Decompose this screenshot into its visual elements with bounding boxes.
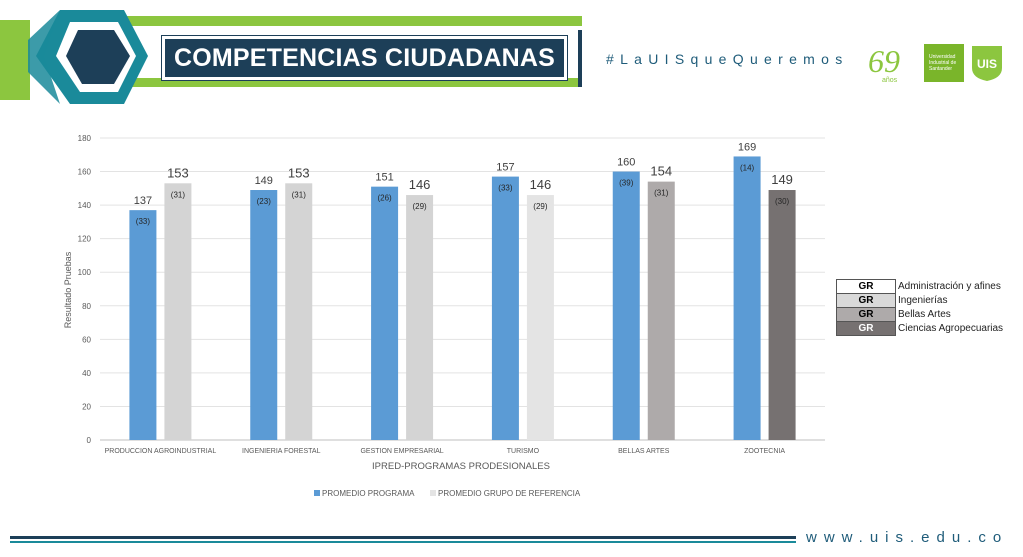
banner-teal-swoosh (28, 10, 60, 104)
hashtag-text: #LaUISqueQueremos (606, 51, 849, 67)
legend-swatch (314, 490, 320, 496)
bar-promedio-programa (371, 186, 399, 440)
bar-promedio-programa (733, 156, 761, 440)
data-label: 153 (288, 165, 310, 180)
group-legend-row: GR Ingenierías (836, 293, 1004, 308)
count-label: (31) (654, 189, 669, 198)
count-label: (30) (775, 197, 790, 206)
group-label: Administración y afines (898, 281, 1001, 292)
chart-legend: PROMEDIO PROGRAMA PROMEDIO GRUPO DE REFER… (314, 489, 581, 498)
bar-labels: 137 (33) 153 (31) 149 (23) 153 (31) 151 (26) 146 (2… (134, 141, 793, 226)
x-tick-label: TURISMO (507, 448, 540, 455)
legend-label: PROMEDIO GRUPO DE REFERENCIA (438, 489, 581, 498)
x-tick-labels: PRODUCCION AGROINDUSTRIAL INGENIERIA FORE… (105, 448, 786, 455)
data-label: 146 (530, 177, 552, 192)
title-divider (578, 30, 582, 87)
legend-swatch (430, 490, 436, 496)
bar-promedio-programa (612, 171, 640, 441)
bar-promedio-programa (129, 210, 157, 440)
count-label: (31) (171, 190, 186, 199)
y-axis-label: Resultado Pruebas (63, 251, 73, 328)
data-label: 157 (496, 162, 514, 174)
legend-label: PROMEDIO PROGRAMA (322, 489, 415, 498)
shield-text: UIS (977, 57, 997, 71)
university-logo: Universidad Industrial de Santander (924, 44, 964, 82)
count-label: (26) (377, 194, 392, 203)
bar-promedio-grupo (768, 190, 796, 440)
footer-rule (10, 536, 796, 543)
bars (129, 156, 796, 441)
y-tick-label: 160 (78, 168, 92, 177)
y-tick-labels: 0 20 40 60 80 100 120 140 160 180 (78, 134, 92, 445)
anniversary-word: años (882, 77, 898, 84)
y-tick-label: 0 (87, 436, 92, 445)
count-label: (29) (533, 202, 548, 211)
group-label: Ciencias Agropecuarias (898, 323, 1004, 334)
x-tick-label: PRODUCCION AGROINDUSTRIAL (105, 448, 217, 455)
count-label: (31) (292, 190, 307, 199)
count-label: (33) (498, 184, 513, 193)
university-name-line-3: Santander (929, 66, 953, 72)
y-tick-label: 20 (82, 402, 91, 411)
data-label: 169 (738, 141, 756, 153)
group-legend-row: GR Ciencias Agropecuarias (836, 321, 1004, 336)
x-tick-label: GESTION EMPRESARIAL (360, 448, 443, 455)
y-tick-label: 100 (78, 268, 92, 277)
y-tick-label: 120 (78, 235, 92, 244)
bar-promedio-grupo (526, 195, 554, 440)
group-code: GR (836, 279, 896, 294)
y-tick-label: 140 (78, 201, 92, 210)
group-label: Bellas Artes (898, 309, 951, 320)
x-tick-label: INGENIERIA FORESTAL (242, 448, 321, 455)
data-label: 146 (409, 177, 431, 192)
banner-navy-hexagon (66, 30, 130, 84)
bar-promedio-grupo (406, 195, 434, 440)
data-label: 151 (375, 172, 393, 184)
data-label: 153 (167, 165, 189, 180)
count-label: (14) (740, 163, 755, 172)
group-legend-table: GR Administración y afines GR Ingenierías GR… (836, 279, 1004, 336)
data-label: 149 (255, 175, 273, 187)
count-label: (39) (619, 179, 634, 188)
count-label: (29) (412, 202, 427, 211)
data-label: 149 (771, 172, 793, 187)
data-label: 160 (617, 157, 635, 169)
group-code: GR (836, 307, 896, 322)
bar-promedio-programa (491, 176, 519, 441)
data-label: 154 (650, 164, 672, 179)
bar-promedio-grupo (164, 183, 192, 441)
x-tick-label: ZOOTECNIA (744, 448, 785, 455)
data-label: 137 (134, 195, 152, 207)
group-legend-row: GR Bellas Artes (836, 307, 1004, 322)
y-tick-label: 180 (78, 134, 92, 143)
banner-green-strip (0, 20, 30, 100)
anniversary-logo: 69 años (868, 43, 900, 84)
bar-promedio-grupo (647, 181, 675, 440)
count-label: (23) (257, 197, 272, 206)
page-title-box: COMPETENCIAS CIUDADANAS (162, 36, 567, 80)
bar-promedio-grupo (285, 183, 313, 441)
y-tick-label: 80 (82, 302, 91, 311)
bar-promedio-programa (250, 190, 278, 440)
count-label: (33) (136, 217, 151, 226)
x-tick-label: BELLAS ARTES (618, 448, 670, 455)
x-axis-label: IPRED-PROGRAMAS PRODESIONALES (372, 461, 550, 472)
y-tick-label: 60 (82, 335, 91, 344)
university-name-line-1: Universidad (929, 54, 956, 60)
footer-url: www.uis.edu.co (806, 529, 1009, 546)
gridlines (100, 137, 825, 441)
group-label: Ingenierías (898, 295, 948, 306)
anniversary-number: 69 (868, 43, 900, 79)
group-legend-row: GR Administración y afines (836, 279, 1004, 294)
group-code: GR (836, 321, 896, 336)
university-name-line-2: Industrial de (929, 60, 957, 66)
group-code: GR (836, 293, 896, 308)
uis-shield-logo: UIS (972, 46, 1002, 81)
y-tick-label: 40 (82, 369, 91, 378)
page-title: COMPETENCIAS CIUDADANAS (173, 43, 555, 72)
